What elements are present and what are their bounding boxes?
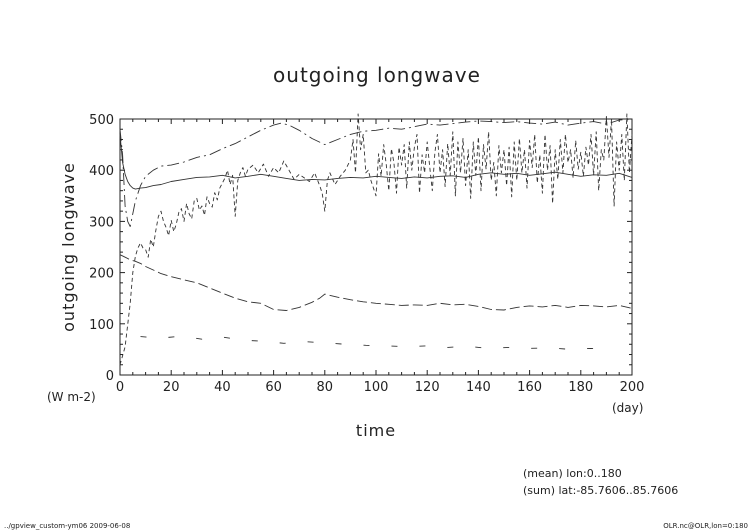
series-dash-dot-line bbox=[119, 118, 633, 227]
y-tick-label-200: 200 bbox=[89, 267, 114, 282]
x-axis-ticks: 0 20 40 60 80 100 120 140 160 180 200 bbox=[116, 119, 645, 395]
x-tick-label-140: 140 bbox=[466, 380, 491, 395]
x-tick-label-180: 180 bbox=[568, 380, 593, 395]
x-tick-label-0: 0 bbox=[116, 380, 124, 395]
annotation-sum: (sum) lat:-85.7606..85.7606 bbox=[523, 484, 678, 497]
chart-title: outgoing longwave bbox=[273, 63, 481, 87]
annotation-mean: (mean) lon:0..180 bbox=[523, 467, 622, 480]
plot-area: 0 20 40 60 80 100 120 140 160 180 200 0 100 200 300 40… bbox=[89, 113, 644, 395]
y-tick-label-300: 300 bbox=[89, 215, 114, 230]
footer-left: ../gpview_custom-ym06 2009-06-08 bbox=[4, 522, 130, 530]
series-layer bbox=[119, 113, 633, 365]
y-tick-label-100: 100 bbox=[89, 318, 114, 333]
x-tick-label-20: 20 bbox=[163, 380, 180, 395]
x-tick-label-160: 160 bbox=[517, 380, 542, 395]
y-axis-ticks: 0 100 200 300 400 500 bbox=[89, 113, 632, 384]
y-axis-label: outgoing longwave bbox=[59, 162, 78, 332]
x-tick-label-40: 40 bbox=[214, 380, 231, 395]
x-tick-label-200: 200 bbox=[620, 380, 645, 395]
series-dashed-line bbox=[119, 113, 633, 365]
x-axis-label: time bbox=[356, 421, 396, 440]
series-sparse-dash-line bbox=[140, 335, 612, 351]
x-tick-label-60: 60 bbox=[265, 380, 282, 395]
series-solid-line bbox=[119, 134, 633, 190]
x-unit-label: (day) bbox=[612, 401, 643, 415]
y-tick-label-500: 500 bbox=[89, 113, 114, 128]
y-unit-label: (W m-2) bbox=[47, 390, 96, 404]
series-long-dash-line bbox=[119, 254, 633, 311]
x-tick-label-80: 80 bbox=[317, 380, 334, 395]
y-tick-label-0: 0 bbox=[106, 369, 114, 384]
x-tick-label-100: 100 bbox=[364, 380, 389, 395]
footer-right: OLR.nc@OLR,lon=0:180 bbox=[663, 522, 748, 530]
x-tick-label-120: 120 bbox=[415, 380, 440, 395]
y-tick-label-400: 400 bbox=[89, 164, 114, 179]
